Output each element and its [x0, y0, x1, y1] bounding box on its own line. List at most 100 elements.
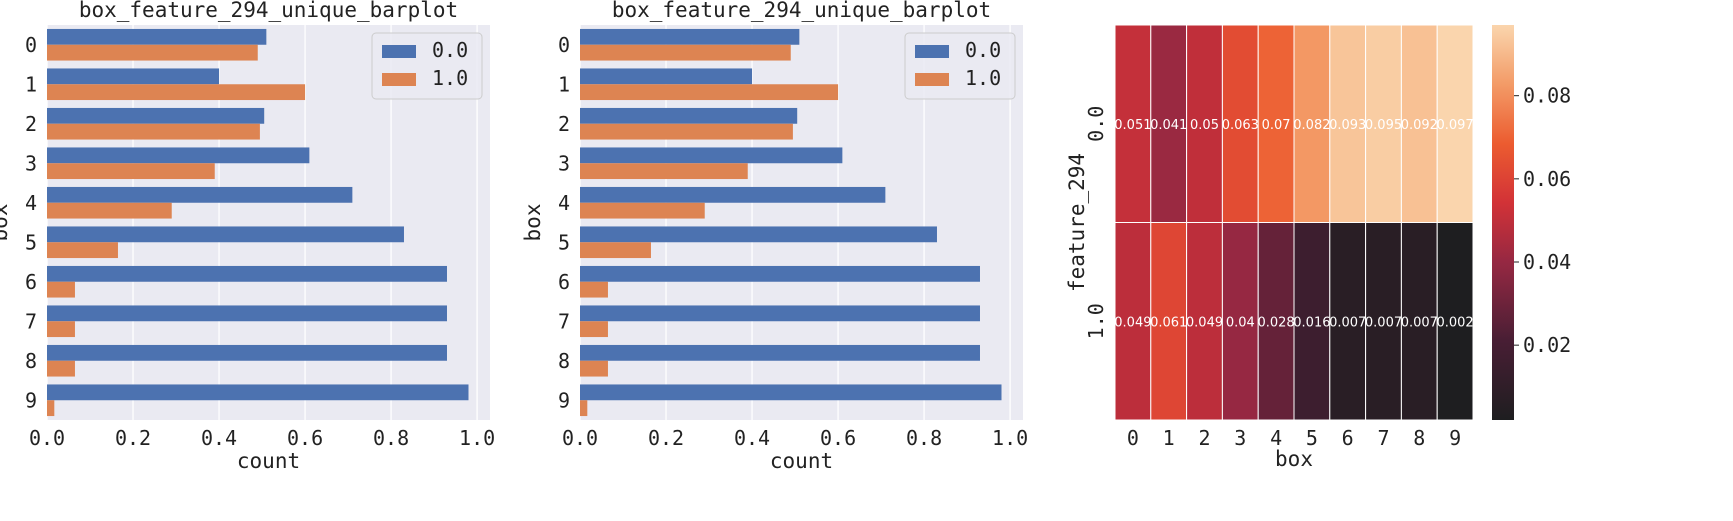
heatmap-x-tick-label: 3 [1234, 426, 1246, 450]
heatmap-cell-r0-c1 [1150, 24, 1188, 223]
y-tick-label: 3 [25, 151, 37, 175]
heatmap-cell-value: 0.093 [1329, 118, 1366, 133]
bar-series-0-box-7 [47, 305, 447, 322]
x-tick-label: 0.8 [906, 426, 942, 450]
x-tick-label: 1.0 [992, 426, 1028, 450]
bar-series-0-box-8 [580, 344, 980, 361]
heatmap-cell-value: 0.063 [1222, 118, 1259, 133]
bar-series-1-box-1 [47, 84, 306, 101]
heatmap-cell-r1-c3 [1221, 222, 1259, 421]
legend-label-1: 1.0 [965, 66, 1001, 90]
bar-series-0-box-3 [580, 147, 843, 164]
bar-series-1-box-7 [580, 321, 608, 338]
y-tick-label: 1 [558, 72, 570, 96]
colorbar: 0.02 0.04 0.06 0.08 [1492, 25, 1571, 420]
bar-series-1-box-9 [47, 400, 55, 417]
heatmap-cell-r0-c3 [1221, 24, 1259, 223]
y-tick-label: 4 [558, 191, 570, 215]
legend: 0.01.0 [904, 32, 1016, 100]
heatmap-x-tick-label: 6 [1342, 426, 1354, 450]
bar-series-1-box-3 [580, 163, 748, 180]
heatmap-cell-r1-c2 [1186, 222, 1223, 421]
bar-series-0-box-7 [580, 305, 980, 322]
heatmap-cell-r1-c4 [1257, 222, 1295, 421]
y-tick-label: 9 [25, 388, 37, 412]
bar-series-0-box-1 [47, 68, 220, 85]
y-tick-label: 5 [558, 230, 570, 254]
heatmap-cell-value: 0.016 [1293, 315, 1330, 330]
x-tick-label: 0.6 [287, 426, 323, 450]
bar-series-1-box-9 [580, 400, 588, 417]
x-tick-label: 0.8 [373, 426, 409, 450]
bar-series-0-box-1 [580, 68, 753, 85]
y-tick-label: 6 [25, 270, 37, 294]
barchart-2: 0.0 0.2 0.4 0.6 0.8 1.0 0 1 2 3 4 5 6 7 8 9 box_feature_… [521, 0, 1028, 473]
bar-series-0-box-9 [47, 384, 469, 401]
y-tick-label: 7 [558, 309, 570, 333]
bar-series-1-box-8 [47, 360, 75, 377]
y-tick-label: 6 [558, 270, 570, 294]
bar-series-0-box-4 [580, 186, 886, 203]
heatmap-cell-value: 0.092 [1401, 118, 1438, 133]
heatmap-cell-value: 0.007 [1365, 315, 1402, 330]
bar-series-0-box-2 [47, 107, 265, 124]
bar-series-1-box-2 [580, 123, 793, 140]
x-tick-label: 0.2 [648, 426, 684, 450]
heatmap-x-tick-label: 9 [1449, 426, 1461, 450]
bar-series-0-box-6 [47, 265, 447, 282]
bar-series-1-box-5 [47, 242, 118, 259]
x-tick-label: 0.4 [201, 426, 237, 450]
y-tick-label: 8 [25, 349, 37, 373]
bar-series-0-box-9 [580, 384, 1002, 401]
legend-swatch-1 [915, 73, 949, 86]
y-axis-label: box [0, 204, 12, 242]
heatmap-cell-value: 0.05 [1190, 118, 1219, 133]
y-tick-label: 7 [25, 309, 37, 333]
heatmap-cell-value: 0.007 [1329, 315, 1366, 330]
heatmap-x-tick-label: 2 [1198, 426, 1210, 450]
heatmap-cell-value: 0.07 [1262, 118, 1291, 133]
colorbar-tick-label: 0.06 [1523, 167, 1571, 191]
bar-series-1-box-6 [47, 281, 75, 298]
heatmap-cell-r0-c0 [1114, 24, 1152, 223]
heatmap-x-tick-label: 7 [1377, 426, 1389, 450]
heatmap-cell-r0-c7 [1365, 24, 1402, 223]
bar-series-0-box-0 [580, 28, 800, 45]
x-tick-label: 1.0 [459, 426, 495, 450]
y-tick-label: 2 [558, 112, 570, 136]
y-tick-label: 3 [558, 151, 570, 175]
bar-series-1-box-0 [580, 44, 791, 61]
y-tick-label: 0 [558, 33, 570, 57]
legend-label-0: 0.0 [432, 38, 468, 62]
heatmap-cell-r0-c9 [1436, 24, 1474, 223]
bar-series-1-box-5 [580, 242, 651, 259]
heatmap-cell-r0-c2 [1186, 24, 1223, 223]
heatmap-cell-r1-c7 [1365, 222, 1402, 421]
bar-series-0-box-3 [47, 147, 310, 164]
chart-title: box_feature_294_unique_barplot [79, 0, 458, 22]
heatmap-cell-r1-c0 [1114, 222, 1152, 421]
heatmap-cell-value: 0.097 [1436, 118, 1473, 133]
colorbar-tick-label: 0.08 [1523, 84, 1571, 108]
heatmap-cell-value: 0.051 [1114, 118, 1151, 133]
x-tick-label: 0.4 [734, 426, 770, 450]
y-tick-label: 1 [25, 72, 37, 96]
heatmap-x-tick-label: 8 [1413, 426, 1425, 450]
heatmap-cell-r1-c6 [1329, 222, 1367, 421]
legend-label-0: 0.0 [965, 38, 1001, 62]
heatmap-y-tick-label: 0.0 [1084, 106, 1108, 142]
heatmap-cell-value: 0.095 [1365, 118, 1402, 133]
bar-series-1-box-0 [47, 44, 258, 61]
heatmap-cell-r1-c9 [1436, 222, 1474, 421]
y-tick-label: 5 [25, 230, 37, 254]
colorbar-tick-label: 0.04 [1523, 250, 1571, 274]
bar-series-1-box-4 [580, 202, 705, 219]
bar-series-0-box-5 [580, 226, 937, 243]
heatmap-cell-r0-c8 [1400, 24, 1438, 223]
heatmap-cell-value: 0.041 [1150, 118, 1187, 133]
bar-series-1-box-4 [47, 202, 172, 219]
legend-label-1: 1.0 [432, 66, 468, 90]
x-tick-label: 0.2 [115, 426, 151, 450]
bar-series-0-box-0 [47, 28, 267, 45]
